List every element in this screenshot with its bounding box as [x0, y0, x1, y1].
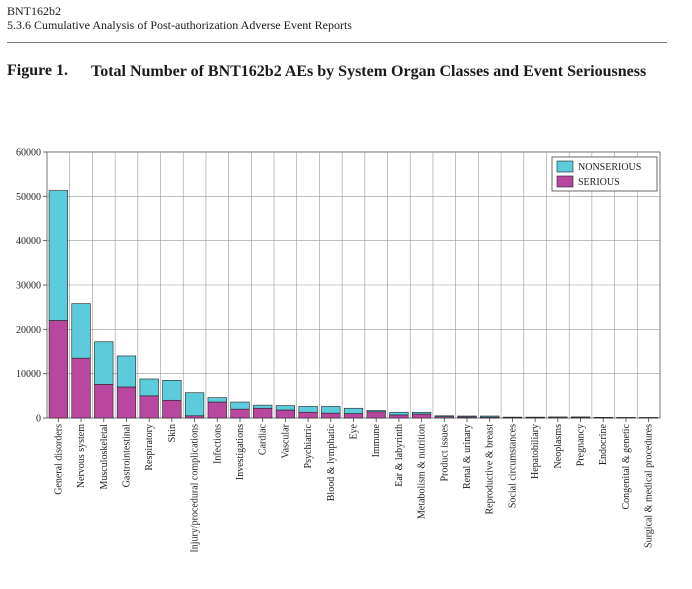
x-category-label: Psychiatric: [303, 423, 314, 468]
bar-serious: [343, 413, 364, 419]
bar-serious: [321, 412, 341, 419]
bar-nonserious: [321, 406, 341, 414]
bar-serious: [230, 408, 250, 419]
bar-serious: [389, 414, 409, 419]
bar-nonserious: [139, 378, 159, 397]
header-rule: [7, 42, 667, 43]
x-category-label: Investigations: [235, 424, 246, 480]
bar-nonserious: [48, 190, 68, 321]
bar-serious: [275, 409, 295, 419]
bar-nonserious: [480, 415, 500, 418]
bar-nonserious: [434, 415, 454, 417]
figure-label: Figure 1.: [7, 62, 69, 79]
x-category-label: Neoplasms: [553, 424, 564, 469]
y-tick-label: 30000: [16, 281, 41, 292]
bar-nonserious: [207, 397, 227, 403]
bar-nonserious: [94, 341, 114, 385]
bar-serious: [71, 357, 91, 419]
document-header: BNT162b2 5.3.6 Cumulative Analysis of Po…: [7, 4, 352, 32]
product-name: BNT162b2: [7, 4, 61, 18]
bar-nonserious: [366, 410, 386, 413]
y-tick-label: 0: [36, 414, 41, 425]
y-tick-label: 40000: [16, 236, 41, 247]
x-category-label: Social circumstances: [507, 424, 518, 508]
x-category-label: Respiratory: [144, 424, 155, 471]
x-category-label: Renal & urinary: [462, 424, 473, 489]
bar-serious: [207, 401, 227, 419]
bar-nonserious: [71, 303, 91, 359]
x-category-label: Nervous system: [76, 424, 87, 488]
x-category-label: Reproductive & breast: [485, 424, 496, 515]
x-category-label: Eye: [349, 423, 360, 439]
bar-serious: [298, 411, 318, 419]
bar-serious: [139, 395, 159, 419]
bar-nonserious: [570, 416, 591, 418]
figure-title: Total Number of BNT162b2 AEs by System O…: [91, 63, 647, 80]
bar-serious: [94, 384, 114, 419]
bar-serious: [366, 411, 386, 419]
bar-nonserious: [162, 380, 182, 401]
x-category-label: Pregnancy: [576, 424, 587, 466]
x-category-label: Hepatobiliary: [530, 424, 541, 479]
stacked-bar-chart: 0 10000 20000 30000 40000 50000 60000 General d…: [16, 148, 661, 553]
y-tick-label: 50000: [16, 192, 41, 203]
x-category-label: General disorders: [53, 424, 64, 495]
y-tick-label: 60000: [16, 148, 41, 159]
bar-serious: [412, 413, 432, 419]
bar-nonserious: [298, 406, 318, 413]
x-category-label: Vascular: [280, 423, 291, 458]
bar-serious: [162, 399, 182, 419]
bar-nonserious: [389, 411, 409, 416]
legend-label: NONSERIOUS: [578, 162, 641, 173]
bar-serious: [48, 320, 68, 419]
x-category-label: Infections: [212, 424, 223, 464]
bar-serious: [116, 386, 137, 419]
section-title: 5.3.6 Cumulative Analysis of Post-author…: [7, 18, 352, 32]
bar-serious: [184, 415, 205, 419]
bar-nonserious: [457, 415, 477, 418]
x-category-label: Congenital & genetic: [621, 423, 632, 509]
x-category-label: Endocrine: [598, 423, 609, 465]
x-category-label: Product issues: [439, 424, 450, 482]
y-tick-label: 10000: [16, 369, 41, 380]
x-category-label: Injury/procedural complications: [190, 424, 201, 553]
legend-label: SERIOUS: [578, 177, 620, 188]
x-category-label: Immune: [371, 423, 382, 457]
x-category-label: Ear & labyrinth: [394, 424, 405, 487]
legend-swatch: [556, 175, 574, 188]
x-category-label: Blood & lymphatic: [326, 423, 337, 501]
plot-area: 0 10000 20000 30000 40000 50000 60000 General d…: [16, 148, 661, 553]
y-tick-label: 20000: [16, 325, 41, 336]
bar-nonserious: [275, 405, 295, 411]
bar-serious: [253, 407, 273, 419]
bar-nonserious: [343, 407, 364, 414]
bar-nonserious: [412, 411, 432, 415]
legend-swatch: [556, 160, 574, 173]
bar-nonserious: [184, 392, 205, 417]
x-category-label: Metabolism & nutrition: [417, 424, 428, 519]
x-category-label: Skin: [167, 424, 178, 442]
bar-nonserious: [253, 404, 273, 409]
x-category-label: Musculoskeletal: [99, 424, 110, 490]
x-category-label: Cardiac: [258, 423, 269, 455]
bar-nonserious: [230, 401, 250, 410]
bar-nonserious: [116, 355, 137, 388]
x-category-label: Gastrointestinal: [121, 424, 132, 488]
x-category-label: Surgical & medical procedures: [644, 424, 655, 548]
